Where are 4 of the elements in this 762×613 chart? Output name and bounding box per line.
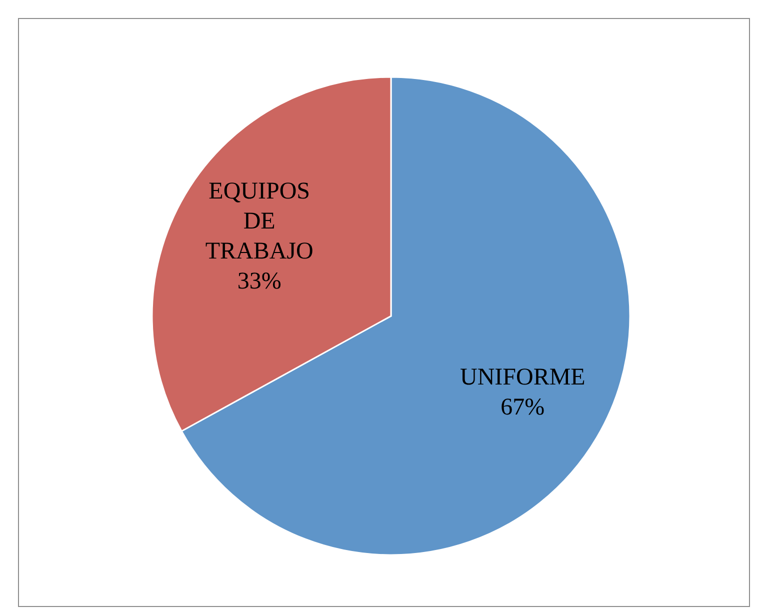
slice-label: EQUIPOS DE TRABAJO [205,178,314,265]
data-label: 67% [500,394,545,420]
slice-label: UNIFORME [460,364,586,390]
data-label: 33% [237,268,282,295]
